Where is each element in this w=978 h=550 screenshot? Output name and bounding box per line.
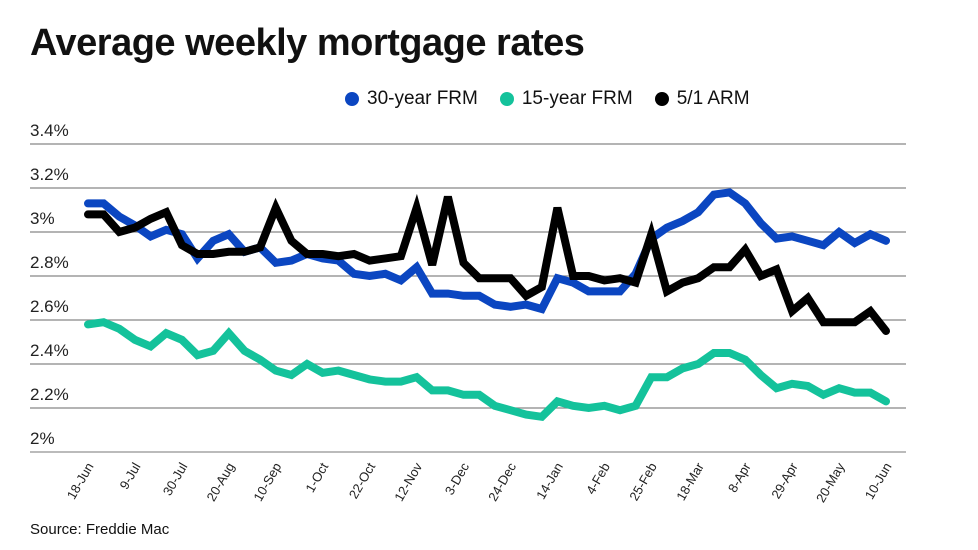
x-tick-label: 18-Mar [673,459,707,503]
legend-marker [654,92,669,106]
x-tick-label: 8-Apr [725,459,754,495]
x-tick-label: 9-Jul [116,460,143,492]
x-tick-label: 10-Sep [250,460,284,504]
legend-label: 15-year FRM [521,88,633,109]
legend-marker [345,92,359,106]
y-tick-label: 2.2% [30,385,69,404]
chart-title: Average weekly mortgage rates [30,22,585,64]
legend-item-30-year: 30-year FRM [345,88,478,110]
series-line-15-year-frm [84,318,890,422]
x-tick-label: 1-Oct [302,460,331,495]
y-tick-label: 3% [30,209,55,228]
x-tick-label: 20-May [813,460,848,505]
y-tick-label: 2% [30,429,55,448]
source-note: Source: Freddie Mac [30,521,170,538]
y-tick-label: 2.4% [30,341,69,360]
x-tick-label: 22-Oct [346,460,379,502]
x-tick-label: 29-Apr [768,459,801,501]
series-line-5-1-arm [84,193,890,335]
x-tick-label: 20-Aug [203,460,237,504]
legend-marker [499,92,514,106]
x-tick-label: 18-Jun [64,460,97,502]
legend-item-15-year: 15-year FRM [499,88,633,110]
x-tick-label: 14-Jan [533,460,566,502]
x-tick-label: 3-Dec [442,460,473,498]
legend-label: 5/1 ARM [676,88,750,109]
y-tick-label: 3.4% [30,121,69,140]
x-tick-label: 24-Dec [485,460,519,504]
x-tick-label: 12-Nov [391,460,425,504]
x-tick-label: 10-Jun [862,460,895,502]
y-tick-label: 3.2% [30,165,69,184]
y-tick-label: 2.8% [30,253,69,272]
x-tick-label: 30-Jul [160,460,191,498]
legend-label: 30-year FRM [367,88,478,109]
legend: 30-year FRM 15-year FRM 5/1 ARM [345,88,750,110]
y-tick-label: 2.6% [30,297,69,316]
legend-item-arm: 5/1 ARM [654,88,750,110]
series-line-30-year-frm [84,188,890,314]
x-tick-label: 25-Feb [626,460,660,503]
x-tick-label: 4-Feb [583,460,613,497]
